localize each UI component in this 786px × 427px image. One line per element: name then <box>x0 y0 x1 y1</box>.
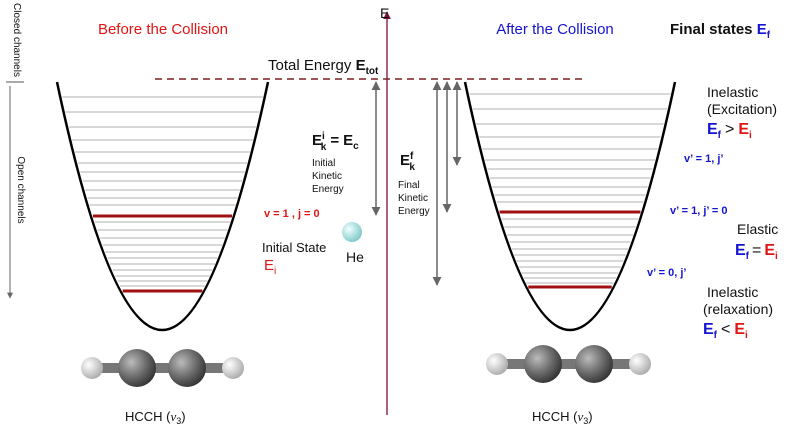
h-atom <box>222 357 244 379</box>
suffix: ) <box>588 409 592 424</box>
outcome-relation: Ef > Ei <box>707 121 752 141</box>
rhs-sub: i <box>749 130 752 141</box>
rhs: E <box>764 242 775 259</box>
after-title: After the Collision <box>496 21 614 38</box>
outcome-line: Elastic <box>737 221 778 237</box>
final-ke-caption: Energy <box>398 206 430 217</box>
initial-ke-caption: Kinetic <box>312 171 342 182</box>
op: > <box>725 121 734 138</box>
c-atom <box>168 349 206 387</box>
sub: tot <box>366 66 379 77</box>
c-atom <box>118 349 156 387</box>
sub: k <box>409 162 415 173</box>
symbol: E <box>264 257 274 274</box>
c-atom <box>524 345 562 383</box>
initial-state-label: Initial State <box>262 240 326 255</box>
level-label: v’ = 1, j’ <box>684 153 723 165</box>
sub: f <box>767 30 771 41</box>
arrows <box>371 81 462 286</box>
op: = <box>752 242 761 259</box>
outcome-line: Inelastic <box>707 284 758 300</box>
symbol: E <box>312 132 322 149</box>
rhs-sub: i <box>745 330 748 341</box>
level-label: v’ = 1, j’ = 0 <box>670 205 728 217</box>
symbol: E <box>757 21 767 38</box>
symbol: E <box>356 57 366 74</box>
rhs: E <box>734 321 745 338</box>
label: Total Energy <box>268 57 352 74</box>
suffix: ) <box>181 409 185 424</box>
sub: i <box>274 266 276 277</box>
lhs-sub: f <box>714 330 718 341</box>
h-atom <box>81 357 103 379</box>
outcome-relation: Ef < Ei <box>703 321 748 341</box>
symbol: E <box>400 152 410 169</box>
axis-label: E <box>380 5 389 21</box>
lhs-sub: f <box>746 251 750 262</box>
outcome-line: (Excitation) <box>707 101 777 117</box>
sup: f <box>410 151 414 162</box>
bond <box>92 363 233 373</box>
op: < <box>721 321 730 338</box>
lhs-sub: f <box>718 130 722 141</box>
lhs: E <box>707 121 718 138</box>
prefix: HCCH ( <box>532 409 578 424</box>
initial-ke-caption: Initial <box>312 158 335 169</box>
mode-sub: 3 <box>176 416 181 426</box>
sup: i <box>322 131 325 142</box>
initial-ke-caption: Energy <box>312 184 344 195</box>
molecule <box>486 345 651 383</box>
closed-channels: Closed channels <box>11 3 22 77</box>
right-well <box>463 81 677 332</box>
potential-wells <box>55 81 677 332</box>
equals: = <box>330 132 339 149</box>
level-label: v’ = 0, j’ <box>647 267 686 279</box>
label: Final states <box>670 21 753 38</box>
molecule-label: HCCH (ν3) <box>532 409 593 426</box>
mode-sub: 3 <box>583 416 588 426</box>
mode: ν <box>578 409 584 424</box>
initial-ke: Ei k = Ec <box>312 131 359 153</box>
left-well <box>55 81 270 332</box>
bond <box>497 359 640 369</box>
lhs: E <box>735 242 746 259</box>
outcome-line: (relaxation) <box>703 301 773 317</box>
rhs-sub: c <box>353 141 359 152</box>
he-label: He <box>346 249 364 265</box>
prefix: HCCH ( <box>125 409 171 424</box>
mode: ν <box>171 409 177 424</box>
final-ke-caption: Kinetic <box>398 193 428 204</box>
rhs: E <box>738 121 749 138</box>
final-states: Final states Ef <box>670 21 771 41</box>
he-atom <box>342 222 362 242</box>
h-atom <box>486 353 508 375</box>
lhs: E <box>703 321 714 338</box>
molecule-label: HCCH (ν3) <box>125 409 186 426</box>
initial-level: v = 1 , j = 0 <box>264 208 320 220</box>
outcome-line: Inelastic <box>707 84 758 100</box>
c-atom <box>575 345 613 383</box>
side-labels: Closed channels Open channels <box>6 3 26 299</box>
h-atom <box>629 353 651 375</box>
final-ke: Ef k <box>400 151 415 173</box>
molecule <box>81 349 244 387</box>
rhs: E <box>343 132 353 149</box>
sub: k <box>321 142 327 153</box>
initial-state-symbol: Ei <box>264 257 276 277</box>
open-channels: Open channels <box>15 156 26 223</box>
rhs-sub: i <box>775 251 778 262</box>
total-energy: Total Energy Etot <box>268 57 379 77</box>
before-title: Before the Collision <box>98 21 228 38</box>
final-ke-caption: Final <box>398 180 420 191</box>
outcome-relation: Ef = Ei <box>735 242 778 262</box>
